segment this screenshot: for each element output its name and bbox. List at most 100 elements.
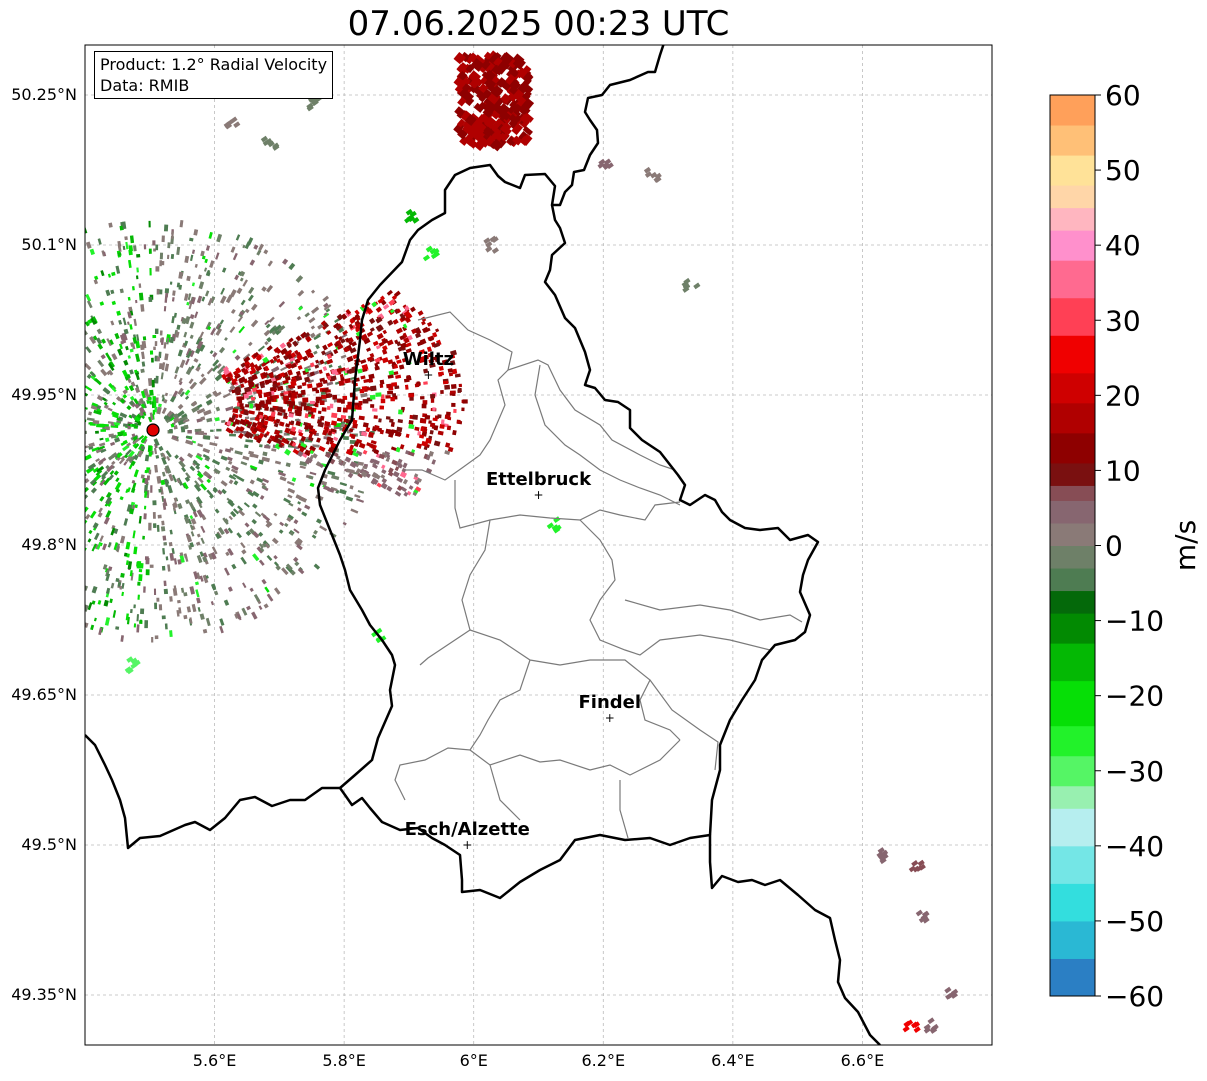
echo-cell — [93, 532, 100, 541]
echo-cell — [207, 325, 212, 331]
echo-cell — [313, 334, 321, 341]
echo-cell — [149, 400, 152, 405]
echo-cell — [117, 252, 122, 257]
echo-cell — [124, 376, 129, 381]
echo-cell — [297, 501, 301, 505]
echo-cell — [265, 323, 271, 329]
echo-cell — [148, 416, 153, 423]
echo-cell — [214, 391, 222, 398]
echo-cell — [231, 414, 237, 420]
echo-cell — [127, 561, 133, 570]
echo-cell — [128, 259, 132, 268]
colorbar-tick-label: 20 — [1105, 379, 1141, 412]
echo-cell — [366, 331, 374, 338]
echo-cell — [428, 450, 434, 457]
chart-title: 07.06.2025 00:23 UTC — [347, 4, 730, 44]
echo-cell — [220, 455, 228, 461]
echo-cell — [389, 418, 394, 423]
echo-cell — [500, 93, 512, 104]
echo-cell — [222, 392, 231, 399]
echo-cell — [184, 255, 190, 264]
echo-cell — [128, 385, 135, 392]
echo-cell — [227, 547, 234, 556]
echo-cell — [225, 406, 234, 412]
echo-cell — [295, 275, 304, 283]
echo-cell — [261, 578, 267, 585]
echo-cell — [173, 374, 178, 380]
echo-cell — [285, 563, 293, 571]
place-marker: + — [533, 488, 543, 502]
echo-cell — [179, 391, 185, 398]
echo-cell — [171, 315, 175, 324]
echo-cell — [167, 564, 171, 572]
echo-cell — [319, 359, 325, 365]
echo-cell — [258, 389, 263, 395]
echo-cell — [89, 335, 97, 345]
echo-cell — [520, 97, 535, 111]
echo-cell — [245, 439, 254, 443]
echo-cell — [85, 519, 88, 527]
echo-cell — [263, 249, 269, 255]
echo-cell — [333, 436, 339, 442]
echo-cell — [172, 290, 176, 296]
echo-cell — [149, 564, 154, 568]
echo-cell — [245, 404, 250, 408]
echo-cell — [197, 403, 203, 409]
echo-cell — [251, 386, 258, 393]
echo-cell — [189, 524, 194, 530]
echo-cell — [397, 463, 403, 469]
echo-cell — [228, 474, 234, 479]
echo-cell — [433, 342, 441, 348]
echo-cell — [321, 350, 326, 356]
echo-cell — [117, 240, 122, 247]
echo-cell — [177, 349, 183, 357]
echo-cell — [161, 407, 167, 415]
echo-cell — [198, 504, 203, 509]
echo-cell — [136, 267, 139, 273]
echo-cell — [293, 528, 300, 534]
echo-cell — [315, 359, 320, 364]
colorbar-tick-label: 30 — [1105, 304, 1141, 337]
echo-cell — [905, 1019, 914, 1027]
echo-cell — [483, 69, 497, 83]
echo-cell — [316, 382, 322, 388]
echo-cell — [449, 390, 456, 394]
echo-cell — [950, 992, 958, 999]
echo-cell — [136, 413, 143, 420]
echo-cell — [400, 486, 407, 493]
echo-cell — [271, 448, 277, 452]
echo-cell — [274, 587, 281, 595]
echo-cell — [226, 119, 234, 127]
echo-cell — [234, 372, 240, 378]
echo-cell — [308, 475, 314, 480]
echo-cell — [269, 435, 276, 441]
echo-cell — [219, 625, 224, 634]
echo-cell — [259, 495, 265, 500]
echo-cell — [308, 436, 314, 442]
echo-cell — [248, 410, 255, 415]
echo-cell — [508, 92, 519, 103]
echo-cell — [908, 865, 916, 873]
echo-cell — [401, 357, 409, 363]
echo-cell — [108, 474, 115, 481]
echo-cell — [262, 356, 270, 364]
echo-cell — [328, 364, 333, 368]
echo-cell — [205, 393, 212, 400]
national-borders — [85, 45, 881, 1045]
echo-cell — [193, 571, 199, 580]
echo-cell — [918, 916, 927, 923]
echo-cell — [242, 353, 251, 361]
echo-cell — [272, 144, 280, 151]
echo-cell — [319, 400, 325, 406]
echo-cell — [237, 505, 244, 512]
echo-cell — [152, 500, 157, 506]
echo-cell — [156, 475, 162, 484]
echo-cell — [125, 345, 129, 351]
echo-cell — [140, 445, 146, 451]
echo-cell — [396, 426, 403, 433]
echo-cell — [132, 530, 136, 539]
echo-cell — [326, 358, 334, 365]
echo-cell — [87, 538, 92, 543]
echo-cell — [258, 543, 264, 549]
echo-cell — [85, 513, 91, 520]
